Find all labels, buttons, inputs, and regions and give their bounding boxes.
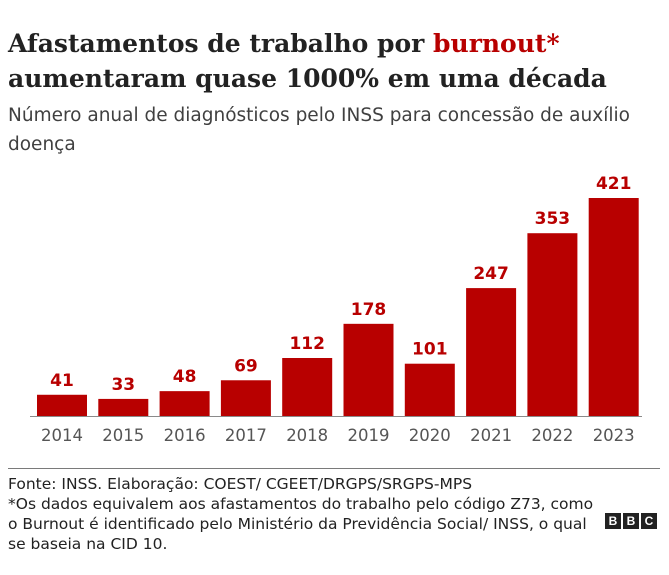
footnote-text: *Os dados equivalem aos afastamentos do … [8,495,594,553]
data-label-2014: 41 [50,371,74,391]
chart-title: Afastamentos de trabalho por burnout* au… [8,26,658,96]
x-tick-2018: 2018 [286,426,328,445]
title-part-1: Afastamentos de trabalho por [8,29,434,58]
data-label-2021: 247 [473,264,509,284]
x-tick-2020: 2020 [409,426,451,445]
bbc-logo-letter: B [605,513,621,529]
x-tick-2017: 2017 [225,426,267,445]
bar-2021 [466,288,517,416]
source-text: Fonte: INSS. Elaboração: COEST/ CGEET/DR… [8,475,473,493]
bar-2023 [588,198,639,416]
bar-2014 [37,394,87,416]
bar-2018 [282,358,333,416]
x-tick-2023: 2023 [593,426,635,445]
bar-2020 [404,363,455,416]
data-label-2017: 69 [234,356,258,376]
bar-2022 [527,233,578,416]
data-label-2016: 48 [173,367,197,387]
data-label-2015: 33 [111,375,135,395]
title-highlight: burnout* [433,29,560,58]
title-part-2: aumentaram quase 1000% em uma década [8,64,607,93]
x-tick-2019: 2019 [348,426,390,445]
bar-chart: 41 2014 33 2015 48 2016 69 2017 112 2018 178 2019 10… [30,174,642,445]
bar-2016 [159,391,210,416]
footer-divider [8,468,660,469]
x-tick-2022: 2022 [531,426,573,445]
data-label-2022: 353 [535,209,571,229]
x-tick-2014: 2014 [41,426,83,445]
bbc-logo-letter: C [641,513,657,529]
x-tick-2021: 2021 [470,426,512,445]
chart-subtitle: Número anual de diagnósticos pelo INSS p… [8,105,630,155]
data-label-2018: 112 [289,334,325,354]
source-block: Fonte: INSS. Elaboração: COEST/ CGEET/DR… [8,474,598,554]
x-tick-2015: 2015 [102,426,144,445]
bar-2015 [98,398,149,416]
data-label-2023: 421 [596,174,632,194]
data-label-2020: 101 [412,340,448,360]
bar-2019 [343,323,394,416]
bbc-logo-letter: B [623,513,639,529]
bbc-logo: B B C [605,513,657,529]
x-tick-2016: 2016 [164,426,206,445]
data-label-2019: 178 [351,300,387,320]
bar-2017 [220,380,271,416]
